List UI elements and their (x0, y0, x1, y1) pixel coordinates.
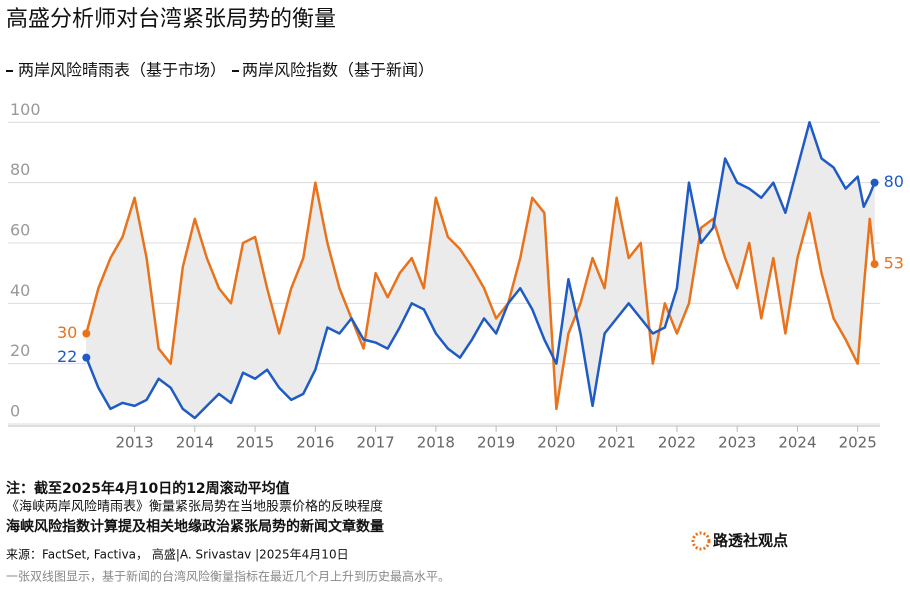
legend-label: 两岸风险指数（基于新闻） (242, 61, 434, 80)
series-line (85, 181, 876, 411)
value-label: 22 (57, 347, 77, 366)
gap-fill (532, 197, 545, 340)
gap-fill (592, 257, 605, 406)
value-label: 30 (57, 323, 77, 342)
gap-fill (809, 122, 822, 274)
gap-fill (290, 257, 304, 401)
source: 来源：FactSet, Factiva， 高盛|A. Srivastav |20… (6, 547, 349, 562)
note: 《海峡两岸风险晴雨表》衡量紧张局势在当地股票价格的反映程度 (6, 499, 383, 515)
y-tick-label: 60 (10, 220, 30, 239)
y-tick-label: 100 (10, 100, 41, 119)
end-dot (82, 353, 91, 362)
legend-label: 两岸风险晴雨表（基于市场） (18, 61, 226, 80)
value-label: 80 (884, 172, 904, 191)
x-tick-label: 2024 (778, 434, 816, 452)
x-tick-label: 2019 (477, 434, 515, 452)
logo-icon (691, 531, 711, 551)
value-label: 53 (884, 254, 904, 273)
gap-fill (206, 257, 220, 407)
gap-fill (736, 182, 750, 289)
note: 注：截至2025年4月10日的12周滚动平均值 (6, 480, 290, 497)
gap-fill (182, 218, 196, 419)
x-tick-label: 2025 (839, 434, 877, 452)
x-tick-label: 2020 (537, 434, 575, 452)
gap-fill (845, 176, 858, 364)
x-tick-label: 2023 (718, 434, 756, 452)
x-tick-label: 2022 (658, 434, 696, 452)
logo: 路透社观点 (713, 532, 788, 550)
gap-fill (447, 236, 461, 359)
x-tick-label: 2018 (417, 434, 455, 452)
series-line (85, 121, 876, 420)
x-tick-label: 2021 (598, 434, 636, 452)
x-tick-label: 2017 (357, 434, 395, 452)
end-dot (870, 178, 879, 187)
gap-fill (218, 287, 232, 404)
gap-fill (833, 166, 846, 341)
gap-fill (110, 236, 123, 410)
gap-fill (616, 197, 629, 320)
y-tick-label: 80 (10, 160, 30, 179)
x-tick-label: 2016 (296, 434, 334, 452)
note: 海峡风险指数计算提及相关地缘政治紧张局势的新闻文章数量 (6, 518, 384, 535)
x-tick-label: 2013 (115, 434, 153, 452)
gap-fill (761, 181, 774, 319)
x-tick-label: 2015 (236, 434, 274, 452)
gap-fill (242, 236, 256, 380)
y-tick-label: 40 (10, 281, 30, 300)
x-tick-label: 2014 (176, 434, 214, 452)
y-tick-label: 20 (10, 341, 30, 360)
end-dot (82, 329, 91, 338)
gap-fill (278, 288, 292, 401)
end-dot (870, 260, 879, 269)
y-tick-label: 0 (10, 402, 20, 421)
gap-fill (327, 242, 340, 334)
chart-title: 高盛分析师对台湾紧张局势的衡量 (6, 7, 336, 32)
caption: 一张双线图显示，基于新闻的台湾风险衡量指标在最近几个月上升到历史最高水平。 (6, 569, 450, 584)
